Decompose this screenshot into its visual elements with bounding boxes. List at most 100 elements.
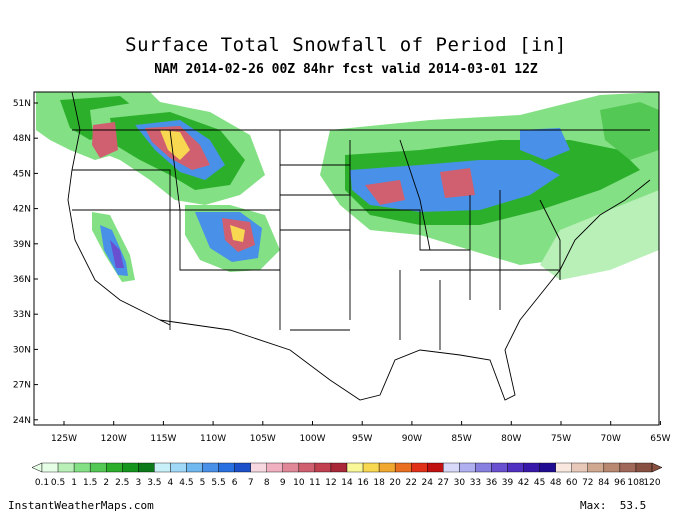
colorbar-swatch <box>89 462 107 473</box>
colorbar-swatch <box>234 462 251 473</box>
colorbar-label: 2.5 <box>115 478 129 488</box>
lon-label: 75W <box>551 434 571 444</box>
colorbar-swatch <box>154 462 171 473</box>
colorbar-label: 39 <box>502 478 514 488</box>
colorbar-label: 7 <box>248 478 254 488</box>
max-readout: Max: 53.5 <box>580 499 646 512</box>
colorbar-label: 1 <box>71 478 77 488</box>
colorbar-label: 45 <box>534 478 545 488</box>
colorbar-swatch <box>138 462 155 473</box>
colorbar-label: 33 <box>470 478 481 488</box>
lon-label: 105W <box>250 434 276 444</box>
colorbar-label: 3.5 <box>147 478 161 488</box>
colorbar-left-arrow <box>31 462 43 473</box>
colorbar-swatch <box>411 462 428 473</box>
state-borders <box>67 91 651 401</box>
latitude-labels: 51N 48N 45N 42N 39N 36N 33N 30N 27N 24N <box>13 99 38 426</box>
lon-label: 110W <box>200 434 226 444</box>
colorbar-swatch <box>57 462 75 473</box>
lat-label: 42N <box>13 205 31 215</box>
lon-label: 95W <box>352 434 372 444</box>
lon-label: 100W <box>299 434 325 444</box>
colorbar-swatch <box>73 462 91 473</box>
colorbar-swatch <box>250 462 267 473</box>
colorbar-label: 0.5 <box>51 478 65 488</box>
colorbar-swatch <box>443 462 460 473</box>
colorbar-label: 30 <box>454 478 466 488</box>
colorbar-swatch <box>587 462 605 473</box>
lat-label: 45N <box>13 169 31 179</box>
colorbar-label: 48 <box>550 478 562 488</box>
colorbar-swatch <box>314 462 332 473</box>
colorbar-swatch <box>619 462 637 473</box>
colorbar-swatch <box>491 462 508 473</box>
colorbar-swatch <box>346 462 364 473</box>
colorbar-label: 18 <box>373 478 385 488</box>
colorbar-label: 120 <box>643 478 660 488</box>
map-subtitle: NAM 2014-02-26 00Z 84hr fcst valid 2014-… <box>154 62 538 77</box>
map-frame <box>33 91 660 426</box>
lat-label: 33N <box>13 310 31 320</box>
max-label: Max: <box>580 499 607 512</box>
colorbar-swatch <box>170 462 187 473</box>
colorbar-swatch <box>571 462 588 473</box>
colorbar-label: 60 <box>566 478 578 488</box>
max-value: 53.5 <box>619 499 647 512</box>
colorbar-swatch <box>603 462 621 473</box>
colorbar-label: 24 <box>422 478 434 488</box>
colorbar-label: 72 <box>582 478 593 488</box>
colorbar-label: 20 <box>389 478 401 488</box>
colorbar-swatch <box>635 462 653 473</box>
lat-label: 51N <box>13 99 31 109</box>
colorbar-swatch <box>218 462 235 473</box>
colorbar-swatch <box>555 462 572 473</box>
lon-label: 115W <box>150 434 176 444</box>
colorbar-swatch <box>539 462 556 473</box>
snow-shading <box>36 92 659 282</box>
colorbar-label: 4 <box>168 478 174 488</box>
longitude-labels: 125W 120W 115W 110W 105W 100W 95W 90W 85W 80W 75W 7… <box>51 421 671 444</box>
lat-label: 48N <box>13 134 31 144</box>
lon-label: 70W <box>601 434 621 444</box>
colorbar-label: 5 <box>200 478 206 488</box>
colorbar-swatch <box>523 462 540 473</box>
lat-label: 30N <box>13 345 31 355</box>
lat-label: 24N <box>13 416 31 426</box>
colorbar-label: 4.5 <box>179 478 193 488</box>
colorbar-label: 16 <box>357 478 369 488</box>
colorbar-swatch <box>266 462 283 473</box>
colorbar-label: 5.5 <box>211 478 225 488</box>
colorbar-swatch <box>106 462 123 473</box>
colorbar-label: 1.5 <box>83 478 97 488</box>
colorbar-swatch <box>186 462 203 473</box>
lat-label: 39N <box>13 240 31 250</box>
lat-label: 27N <box>13 381 31 391</box>
colorbar-label: 6 <box>232 478 238 488</box>
lon-label: 120W <box>101 434 127 444</box>
colorbar-label: 84 <box>598 478 610 488</box>
colorbar-swatch <box>507 462 524 473</box>
lat-label: 36N <box>13 275 31 285</box>
colorbar-label: 9 <box>280 478 286 488</box>
colorbar-swatch <box>298 462 316 473</box>
colorbar-label: 22 <box>405 478 416 488</box>
lon-label: 85W <box>451 434 471 444</box>
colorbar-right-arrow <box>651 462 663 473</box>
colorbar-swatch <box>202 462 219 473</box>
colorbar-swatch <box>282 462 300 473</box>
colorbar-swatch <box>394 462 412 473</box>
site-credit: InstantWeatherMaps.com <box>8 499 154 512</box>
colorbar-swatch <box>475 462 492 473</box>
colorbar-label: 36 <box>486 478 498 488</box>
colorbar-swatch <box>122 462 139 473</box>
colorbar-label: 12 <box>325 478 336 488</box>
colorbar-swatch <box>459 462 476 473</box>
colorbar-label: 96 <box>614 478 626 488</box>
lon-label: 90W <box>402 434 422 444</box>
colorbar-swatch <box>330 462 348 473</box>
colorbar-label: 2 <box>103 478 109 488</box>
colorbar-label: 108 <box>627 478 644 488</box>
colorbar-label: 27 <box>438 478 449 488</box>
colorbar-label: 42 <box>518 478 529 488</box>
colorbar-label: 14 <box>341 478 353 488</box>
